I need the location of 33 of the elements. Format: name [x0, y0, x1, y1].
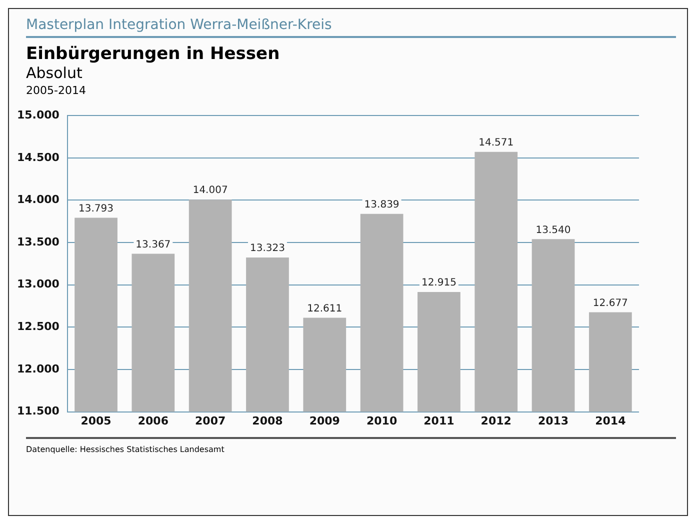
- data-label: 12.915: [421, 278, 456, 289]
- data-label: 12.677: [592, 298, 628, 309]
- y-tick-label: 14.500: [16, 150, 60, 164]
- chart-title: Einbürgerungen in Hessen: [26, 44, 281, 64]
- x-tick-label: 2009: [309, 414, 340, 428]
- y-tick-label: 12.000: [16, 362, 60, 376]
- chart-subtitle: Absolut: [26, 64, 84, 82]
- y-tick-label: 15.000: [16, 108, 60, 122]
- data-label: 14.571: [478, 138, 514, 148]
- y-tick-label: 13.500: [16, 235, 60, 248]
- x-tick-label: 2008: [252, 414, 283, 428]
- data-label: 13.323: [250, 243, 285, 254]
- y-tick-label: 12.500: [16, 320, 60, 334]
- y-tick-label: 11.500: [16, 404, 60, 418]
- data-label: 13.793: [78, 203, 114, 214]
- data-label: 13.540: [536, 224, 571, 236]
- x-tick-label: 2014: [595, 414, 626, 428]
- x-tick-label: 2013: [538, 414, 569, 428]
- x-tick-label: 2011: [424, 414, 454, 428]
- x-tick-label: 2006: [138, 414, 169, 428]
- x-tick-label: 2007: [195, 414, 226, 428]
- y-tick-label: 14.000: [16, 193, 60, 206]
- data-label: 13.367: [136, 239, 171, 250]
- y-tick-label: 13.000: [16, 278, 60, 291]
- x-tick-label: 2005: [80, 414, 112, 428]
- data-label: 14.007: [192, 185, 228, 196]
- text: 2005-2014: [26, 84, 87, 97]
- text: Datenquelle: Hessisches Statistisches Landesamt: [26, 445, 226, 454]
- text: Masterplan Integration Werra-Meißner-Kreis: [26, 17, 676, 38]
- data-label: 13.839: [364, 199, 400, 210]
- data-label: 12.611: [307, 303, 342, 314]
- x-tick-label: 2010: [366, 414, 398, 428]
- x-tick-label: 2012: [480, 414, 512, 428]
